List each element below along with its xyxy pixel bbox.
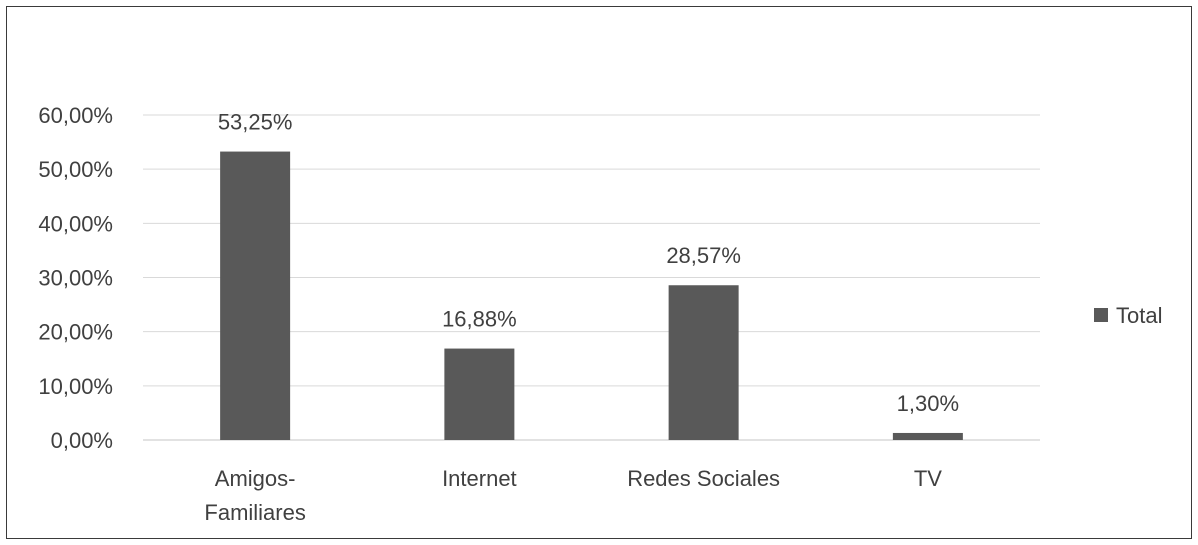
data-label: 28,57% <box>666 243 741 268</box>
x-axis-category-labels: Amigos- Familiares Internet Redes Sociales T… <box>204 466 942 525</box>
y-tick-label: 60,00% <box>38 103 113 128</box>
legend: Total <box>1094 303 1162 328</box>
legend-swatch-total <box>1094 308 1108 322</box>
y-tick-label: 0,00% <box>51 428 113 453</box>
x-category-label: Familiares <box>204 500 305 525</box>
x-category-label: TV <box>914 466 942 491</box>
x-category-label: Amigos- <box>215 466 296 491</box>
y-tick-label: 40,00% <box>38 211 113 236</box>
bar <box>892 432 963 440</box>
bar <box>668 285 739 440</box>
chart-frame <box>6 6 1192 539</box>
data-label: 1,30% <box>897 391 959 416</box>
x-category-label: Internet <box>442 466 517 491</box>
y-axis-tick-labels: 0,00% 10,00% 20,00% 30,00% 40,00% 50,00% 60,00… <box>38 103 113 453</box>
x-category-label: Redes Sociales <box>627 466 780 491</box>
bar <box>444 348 515 440</box>
y-tick-label: 20,00% <box>38 320 113 345</box>
legend-label-total: Total <box>1116 303 1162 328</box>
bar <box>220 151 291 440</box>
y-tick-label: 30,00% <box>38 266 113 291</box>
data-label: 53,25% <box>218 110 293 135</box>
y-tick-label: 50,00% <box>38 157 113 182</box>
gridlines <box>143 114 1040 441</box>
y-tick-label: 10,00% <box>38 374 113 399</box>
bars <box>220 151 963 440</box>
data-label: 16,88% <box>442 307 517 332</box>
data-labels: 53,25% 16,88% 28,57% 1,30% <box>218 110 959 416</box>
